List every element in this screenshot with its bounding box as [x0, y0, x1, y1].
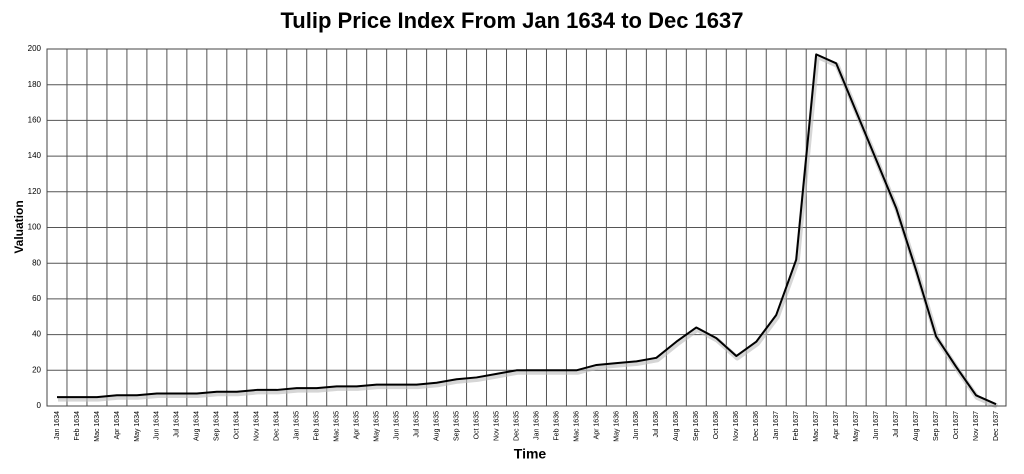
chart-title: Tulip Price Index From Jan 1634 to Dec 1… — [281, 8, 744, 33]
x-tick-label: Nov 1636 — [733, 411, 740, 441]
x-tick-label: Mac 1635 — [334, 411, 341, 442]
x-tick-label: Jul 1636 — [653, 411, 660, 438]
x-tick-label: Jul 1634 — [174, 411, 181, 438]
x-tick-label: Sep 1636 — [693, 411, 700, 441]
x-tick-label: Jun 1634 — [154, 411, 161, 440]
y-tick-label: 200 — [28, 44, 42, 53]
x-tick-label: Nov 1635 — [493, 411, 500, 441]
x-tick-label: Dec 1635 — [513, 411, 520, 441]
x-tick-label: May 1635 — [374, 411, 381, 442]
x-tick-label: Dec 1634 — [274, 411, 281, 441]
x-tick-label: May 1636 — [613, 411, 620, 442]
x-tick-label: Jun 1636 — [633, 411, 640, 440]
data-line — [56, 53, 997, 406]
x-tick-label: Mac 1637 — [813, 411, 820, 442]
x-tick-label: Jul 1635 — [413, 411, 420, 438]
y-tick-label: 40 — [32, 330, 41, 339]
y-tick-label: 120 — [28, 187, 42, 196]
y-tick-label: 0 — [37, 401, 42, 410]
y-tick-label: 160 — [28, 116, 42, 125]
x-tick-label: Sep 1635 — [453, 411, 460, 441]
x-tick-label: Sep 1637 — [933, 411, 940, 441]
x-tick-label: Jan 1636 — [533, 411, 540, 440]
x-tick-label: Dec 1636 — [753, 411, 760, 441]
x-tick-label: Feb 1634 — [74, 411, 81, 441]
x-tick-label: Mac 1636 — [573, 411, 580, 442]
x-tick-label: Apr 1636 — [593, 411, 600, 440]
x-tick-label: Oct 1634 — [234, 411, 241, 440]
x-tick-label: Apr 1635 — [354, 411, 361, 440]
x-tick-label: Sep 1634 — [214, 411, 221, 441]
x-tick-label: Apr 1634 — [114, 411, 121, 440]
x-tick-label: Jan 1635 — [294, 411, 301, 440]
x-tick-label: Aug 1635 — [433, 411, 440, 441]
x-tick-label: Aug 1637 — [913, 411, 920, 441]
y-tick-label: 100 — [28, 223, 42, 232]
plot-border — [46, 48, 1007, 407]
x-tick-label: Oct 1636 — [713, 411, 720, 440]
y-tick-label: 20 — [32, 365, 41, 374]
x-tick-label: Nov 1637 — [973, 411, 980, 441]
x-tick-label: Dec 1637 — [993, 411, 1000, 441]
y-tick-label: 80 — [32, 258, 41, 267]
x-tick-label: Jan 1637 — [773, 411, 780, 440]
x-tick-label: May 1637 — [853, 411, 860, 442]
x-tick-label: Aug 1636 — [673, 411, 680, 441]
x-tick-label: Jan 1634 — [54, 411, 61, 440]
y-tick-label: 180 — [28, 80, 42, 89]
x-tick-label: Feb 1635 — [314, 411, 321, 441]
x-tick-label: Feb 1637 — [793, 411, 800, 441]
x-tick-label: Jul 1637 — [893, 411, 900, 438]
x-tick-label: Nov 1634 — [254, 411, 261, 441]
y-tick-label: 140 — [28, 151, 42, 160]
x-tick-label: Aug 1634 — [194, 411, 201, 441]
x-tick-label: Feb 1636 — [553, 411, 560, 441]
y-tick-label: 60 — [32, 294, 41, 303]
x-tick-label: Oct 1635 — [473, 411, 480, 440]
x-tick-label: Jun 1635 — [393, 411, 400, 440]
x-tick-label: Oct 1637 — [953, 411, 960, 440]
x-tick-label: Jun 1637 — [873, 411, 880, 440]
x-axis-label: Time — [514, 446, 547, 462]
x-tick-label: Mac 1634 — [94, 411, 101, 442]
y-axis-label: Valuation — [12, 200, 26, 253]
x-tick-label: May 1634 — [134, 411, 141, 442]
x-tick-label: Apr 1637 — [833, 411, 840, 440]
